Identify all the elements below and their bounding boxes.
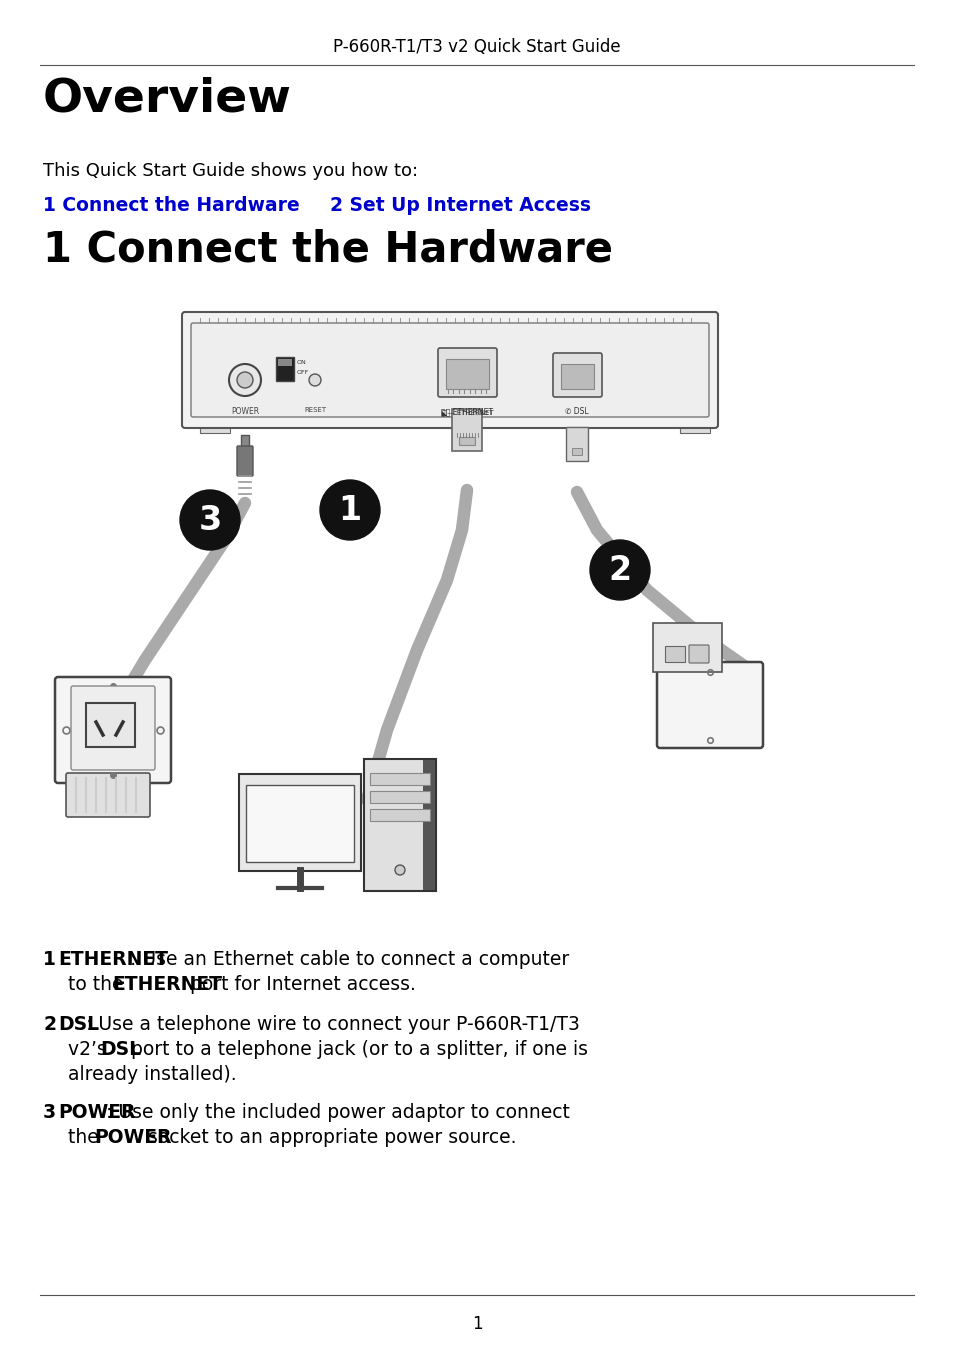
Circle shape	[319, 480, 379, 539]
Text: : Use an Ethernet cable to connect a computer: : Use an Ethernet cable to connect a com…	[130, 950, 569, 968]
FancyBboxPatch shape	[71, 686, 154, 769]
FancyBboxPatch shape	[679, 425, 709, 433]
Text: port to a telephone jack (or to a splitter, if one is: port to a telephone jack (or to a splitt…	[125, 1040, 587, 1059]
Circle shape	[236, 373, 253, 387]
Text: to the: to the	[68, 975, 130, 994]
Text: : Use a telephone wire to connect your P-660R-T1/T3: : Use a telephone wire to connect your P…	[86, 1015, 579, 1034]
FancyBboxPatch shape	[364, 759, 436, 890]
Text: 1: 1	[471, 1315, 482, 1333]
Text: 五工 ETHERNET: 五工 ETHERNET	[440, 408, 493, 416]
FancyBboxPatch shape	[86, 703, 135, 746]
Text: ETHERNET: ETHERNET	[58, 950, 168, 968]
Text: v2’s: v2’s	[68, 1040, 112, 1059]
Circle shape	[395, 865, 405, 876]
FancyBboxPatch shape	[55, 677, 171, 783]
Circle shape	[180, 490, 240, 550]
FancyBboxPatch shape	[664, 646, 684, 662]
Circle shape	[309, 374, 320, 386]
FancyBboxPatch shape	[246, 785, 354, 862]
Text: POWER: POWER	[231, 408, 259, 416]
FancyBboxPatch shape	[553, 352, 601, 397]
FancyBboxPatch shape	[652, 623, 721, 672]
FancyBboxPatch shape	[370, 808, 430, 820]
Text: 2: 2	[43, 1015, 56, 1034]
FancyBboxPatch shape	[277, 359, 292, 366]
FancyBboxPatch shape	[458, 437, 475, 445]
FancyBboxPatch shape	[66, 773, 150, 816]
FancyBboxPatch shape	[275, 356, 294, 381]
FancyBboxPatch shape	[572, 448, 581, 455]
Text: DSL: DSL	[58, 1015, 99, 1034]
FancyBboxPatch shape	[422, 760, 435, 890]
Text: This Quick Start Guide shows you how to:: This Quick Start Guide shows you how to:	[43, 161, 417, 180]
Text: DSL: DSL	[100, 1040, 141, 1059]
Text: ON: ON	[296, 360, 307, 366]
FancyBboxPatch shape	[688, 646, 708, 663]
Text: socket to an appropriate power source.: socket to an appropriate power source.	[142, 1128, 516, 1147]
Text: 2: 2	[608, 554, 631, 586]
Text: 3: 3	[198, 503, 221, 537]
Text: port for Internet access.: port for Internet access.	[184, 975, 416, 994]
Text: ⬕― ETHERNET: ⬕― ETHERNET	[440, 409, 493, 416]
FancyBboxPatch shape	[236, 447, 253, 476]
Text: : Use only the included power adaptor to connect: : Use only the included power adaptor to…	[106, 1103, 569, 1122]
Text: ✆ DSL: ✆ DSL	[564, 408, 588, 416]
FancyBboxPatch shape	[437, 348, 497, 397]
Text: already installed).: already installed).	[68, 1065, 236, 1084]
FancyBboxPatch shape	[446, 359, 489, 389]
Text: P-660R-T1/T3 v2 Quick Start Guide: P-660R-T1/T3 v2 Quick Start Guide	[333, 38, 620, 56]
FancyBboxPatch shape	[657, 662, 762, 748]
FancyBboxPatch shape	[182, 312, 718, 428]
Text: Overview: Overview	[43, 77, 292, 122]
Text: POWER: POWER	[58, 1103, 135, 1122]
Text: 1 Connect the Hardware: 1 Connect the Hardware	[43, 196, 299, 215]
Text: 3: 3	[43, 1103, 56, 1122]
Text: 1: 1	[338, 494, 361, 526]
Circle shape	[589, 539, 649, 600]
FancyBboxPatch shape	[239, 773, 360, 872]
Text: POWER: POWER	[94, 1128, 172, 1147]
FancyBboxPatch shape	[370, 791, 430, 803]
Text: OFF: OFF	[296, 370, 309, 374]
Text: ETHERNET: ETHERNET	[112, 975, 222, 994]
FancyBboxPatch shape	[241, 434, 249, 455]
Circle shape	[229, 364, 261, 395]
FancyBboxPatch shape	[200, 425, 230, 433]
FancyBboxPatch shape	[191, 323, 708, 417]
Text: 1 Connect the Hardware: 1 Connect the Hardware	[43, 229, 613, 270]
Text: 2 Set Up Internet Access: 2 Set Up Internet Access	[330, 196, 590, 215]
FancyBboxPatch shape	[560, 364, 594, 389]
FancyBboxPatch shape	[565, 426, 587, 461]
FancyBboxPatch shape	[452, 409, 481, 451]
FancyBboxPatch shape	[370, 773, 430, 785]
Text: RESET: RESET	[304, 408, 326, 413]
Text: 1: 1	[43, 950, 56, 968]
Text: the: the	[68, 1128, 105, 1147]
